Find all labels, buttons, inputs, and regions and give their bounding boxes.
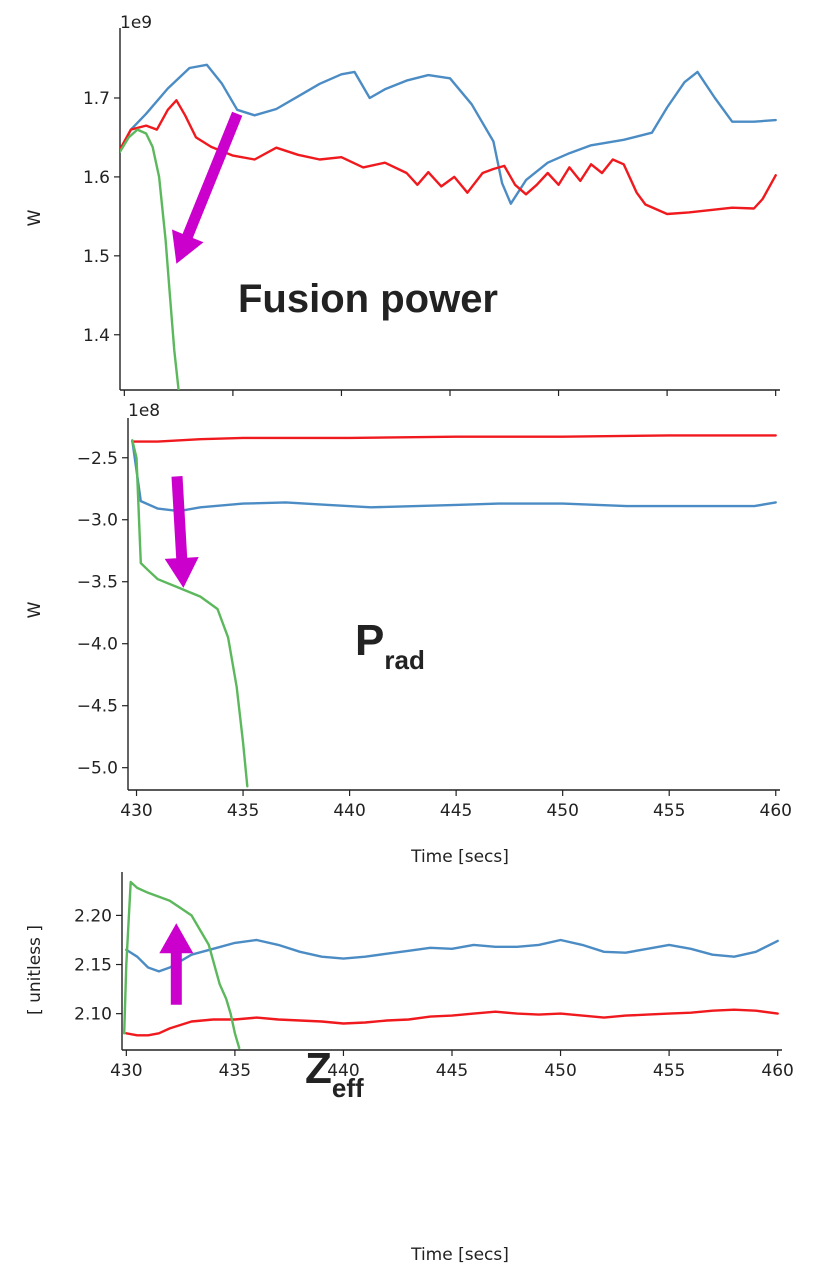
- x-tick-label: 460: [760, 801, 792, 821]
- blue-series-line: [120, 63, 777, 205]
- y-tick-label: 1.5: [83, 247, 110, 267]
- y-tick-label: −2.5: [77, 449, 118, 469]
- x-tick-label: 445: [440, 801, 472, 821]
- x-tick-label: 460: [761, 1061, 793, 1081]
- x-axis-label: Time [secs]: [410, 847, 509, 867]
- annotation-arrow: [172, 111, 243, 264]
- fusion-power-panel: 1.4 1.5 1.6 1.7 1e9 W Fusion power: [25, 13, 780, 396]
- series-group: [122, 880, 779, 1050]
- panel-annotation-subscript: eff: [332, 1073, 364, 1103]
- y-tick-label: 1.4: [83, 326, 110, 346]
- y-tick-label: −4.5: [77, 697, 118, 717]
- annotation-arrow: [164, 476, 199, 588]
- y-tick-label: −3.0: [77, 511, 118, 531]
- x-tick-label: 435: [219, 1061, 251, 1081]
- annotation-arrow: [159, 923, 194, 1005]
- x-tick-label: 440: [327, 1061, 359, 1081]
- x-tick-label: 450: [544, 1061, 576, 1081]
- panel-annotation: Prad: [355, 616, 425, 675]
- y-axis-label: W: [25, 601, 45, 618]
- y-axis-label: [ unitless ]: [25, 925, 45, 1015]
- series-group: [120, 63, 777, 390]
- x-tick-label: 435: [227, 801, 259, 821]
- series-group: [131, 434, 777, 788]
- panel-annotation: Fusion power: [238, 277, 498, 321]
- green-series-line: [131, 439, 249, 788]
- y-tick-label: −4.0: [77, 635, 118, 655]
- panel-annotation: Zeff: [305, 1044, 364, 1103]
- x-tick-label: 440: [333, 801, 365, 821]
- green-series-line: [120, 128, 180, 390]
- y-tick-label: 2.10: [74, 1005, 112, 1025]
- offset-label: 1e8: [128, 401, 160, 421]
- x-tick-label: 430: [120, 801, 152, 821]
- x-axis-label: Time [secs]: [410, 1245, 509, 1265]
- offset-label: 1e9: [120, 13, 152, 33]
- y-tick-label: −3.5: [77, 573, 118, 593]
- x-tick-label: 430: [110, 1061, 142, 1081]
- y-tick-label: −5.0: [77, 759, 118, 779]
- y-tick-label: 2.20: [74, 906, 112, 926]
- blue-series-line: [125, 938, 779, 973]
- green-series-line: [122, 880, 241, 1050]
- panel-annotation-subscript: rad: [384, 645, 424, 675]
- y-tick-label: 1.6: [83, 168, 110, 188]
- y-tick-label: 2.15: [74, 956, 112, 976]
- x-tick-label: 450: [546, 801, 578, 821]
- y-axis-label: W: [25, 209, 45, 226]
- blue-series-line: [131, 439, 777, 513]
- red-series-line: [131, 434, 777, 443]
- prad-panel: −5.0 −4.5 −4.0 −3.5 −3.0 −2.5 430 435 440 445 450 4…: [25, 401, 792, 867]
- red-series-line: [120, 99, 777, 216]
- zeff-panel: 2.10 2.15 2.20 430 435 440 445 450 455 460 [ unitl…: [25, 872, 794, 1265]
- red-series-line: [125, 1008, 779, 1037]
- y-tick-label: 1.7: [83, 89, 110, 109]
- x-tick-label: 455: [653, 801, 685, 821]
- x-tick-label: 445: [436, 1061, 468, 1081]
- x-tick-label: 455: [653, 1061, 685, 1081]
